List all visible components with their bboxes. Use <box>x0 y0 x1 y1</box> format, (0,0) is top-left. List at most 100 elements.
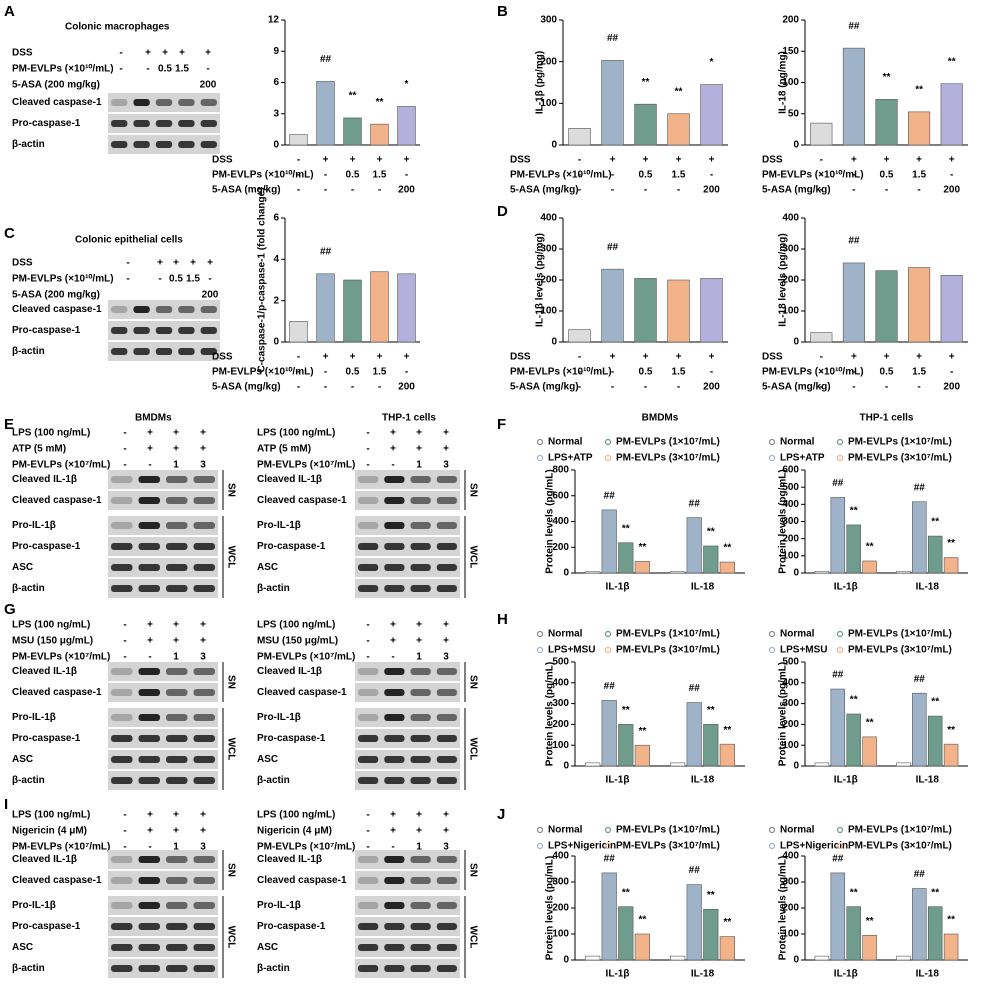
y-tick-label: 200 <box>552 542 569 553</box>
significance: ## <box>604 491 616 502</box>
bar <box>585 762 601 767</box>
condition-value: - <box>297 155 300 166</box>
blot-band <box>138 902 160 909</box>
blot-band <box>358 543 379 550</box>
legend-marker <box>768 826 776 834</box>
blot-band <box>193 777 215 784</box>
blot-strip <box>355 662 460 681</box>
x-tick-label: IL-18 <box>691 582 715 593</box>
bar <box>601 700 617 767</box>
legend-label: PM-EVLPs (3×10⁷/mL) <box>848 645 952 656</box>
condition-value: 1 <box>173 842 179 853</box>
legend-label: PM-EVLPs (3×10⁷/mL) <box>616 841 720 852</box>
condition-value: 1 <box>416 842 422 853</box>
y-tick-label: 100 <box>540 306 557 317</box>
bar <box>830 872 846 961</box>
bar <box>601 60 624 146</box>
blot-band <box>193 714 215 721</box>
blot-title: BMDMs <box>135 413 172 424</box>
blot-band <box>193 944 215 951</box>
condition-value: + <box>350 352 356 363</box>
legend-marker <box>768 646 776 654</box>
condition-label: LPS (100 ng/mL) <box>257 428 335 439</box>
bar <box>397 106 416 146</box>
x-tick-label: IL-18 <box>691 969 715 980</box>
blot-band <box>138 777 160 784</box>
blot-band <box>138 856 160 863</box>
legend-marker <box>604 842 612 850</box>
bar <box>862 736 877 767</box>
y-tick-label: 200 <box>782 15 799 26</box>
condition-value: + <box>949 352 955 363</box>
condition-value: + <box>147 826 153 837</box>
bar <box>667 113 690 146</box>
blot-title: Colonic macrophages <box>65 22 170 33</box>
significance: ## <box>689 865 701 876</box>
condition-value: - <box>324 382 327 393</box>
blot-band <box>410 944 431 951</box>
chart-title: THP-1 cells <box>860 413 914 424</box>
legend-marker <box>768 454 776 462</box>
condition-label: DSS <box>510 352 531 363</box>
blot-band <box>358 497 379 504</box>
condition-value: + <box>916 155 922 166</box>
blot-strip <box>108 491 218 510</box>
condition-value: + <box>884 155 890 166</box>
panel-label: J <box>497 806 505 823</box>
condition-value: - <box>366 826 369 837</box>
condition-value: - <box>351 382 354 393</box>
blot-strip <box>355 959 460 978</box>
blot-title: THP-1 cells <box>382 413 436 424</box>
legend-label: PM-EVLPs (1×10⁷/mL) <box>616 629 720 640</box>
section-label: WCL <box>225 926 236 949</box>
condition-value: - <box>206 64 209 75</box>
blot-band <box>410 476 431 483</box>
condition-label: 5-ASA (mg/kg) <box>510 185 579 196</box>
bar <box>289 134 308 146</box>
condition-value: - <box>297 170 300 181</box>
condition-value: - <box>366 428 369 439</box>
condition-value: - <box>578 185 581 196</box>
blot-band <box>193 877 215 884</box>
blot-band <box>178 120 195 127</box>
condition-value: + <box>416 620 422 631</box>
legend-marker <box>836 842 844 850</box>
blot-band <box>200 348 217 355</box>
condition-label: PM-EVLPs (×10¹⁰/mL) <box>510 367 612 378</box>
band-label: ASC <box>12 754 33 765</box>
significance: ## <box>848 236 860 247</box>
y-tick-label: 3 <box>273 108 279 119</box>
condition-label: LPS (100 ng/mL) <box>257 810 335 821</box>
condition-label: PM-EVLPs (×10⁷/mL) <box>257 652 355 663</box>
blot-band <box>193 522 215 529</box>
y-axis-label: Protein levels (pg/mL) <box>778 662 789 766</box>
condition-value: + <box>377 155 383 166</box>
blot-strip <box>355 470 460 489</box>
condition-label: PM-EVLPs (×10¹⁰/mL) <box>12 64 114 75</box>
significance: ** <box>931 697 939 708</box>
significance: * <box>710 57 714 68</box>
blot-band <box>138 689 160 696</box>
legend-label: Normal <box>548 437 583 448</box>
blot-band <box>111 585 133 592</box>
blot-band <box>358 923 379 930</box>
blot-band <box>436 902 457 909</box>
condition-value: - <box>611 367 614 378</box>
blot-band <box>138 877 160 884</box>
significance: ## <box>848 21 860 32</box>
blot-band <box>436 965 457 972</box>
condition-value: + <box>173 428 179 439</box>
blot-band <box>111 777 133 784</box>
bar <box>634 933 650 961</box>
condition-value: - <box>158 274 161 285</box>
band-label: Pro-caspase-1 <box>257 733 326 744</box>
band-label: Cleaved IL-1β <box>12 854 77 865</box>
section-label: SN <box>467 863 478 877</box>
blot-band <box>138 668 160 675</box>
blot-band <box>200 306 217 313</box>
section-label: SN <box>467 675 478 689</box>
condition-value: - <box>611 185 614 196</box>
blot-band <box>193 668 215 675</box>
y-tick-label: 200 <box>782 903 799 914</box>
condition-value: + <box>443 428 449 439</box>
